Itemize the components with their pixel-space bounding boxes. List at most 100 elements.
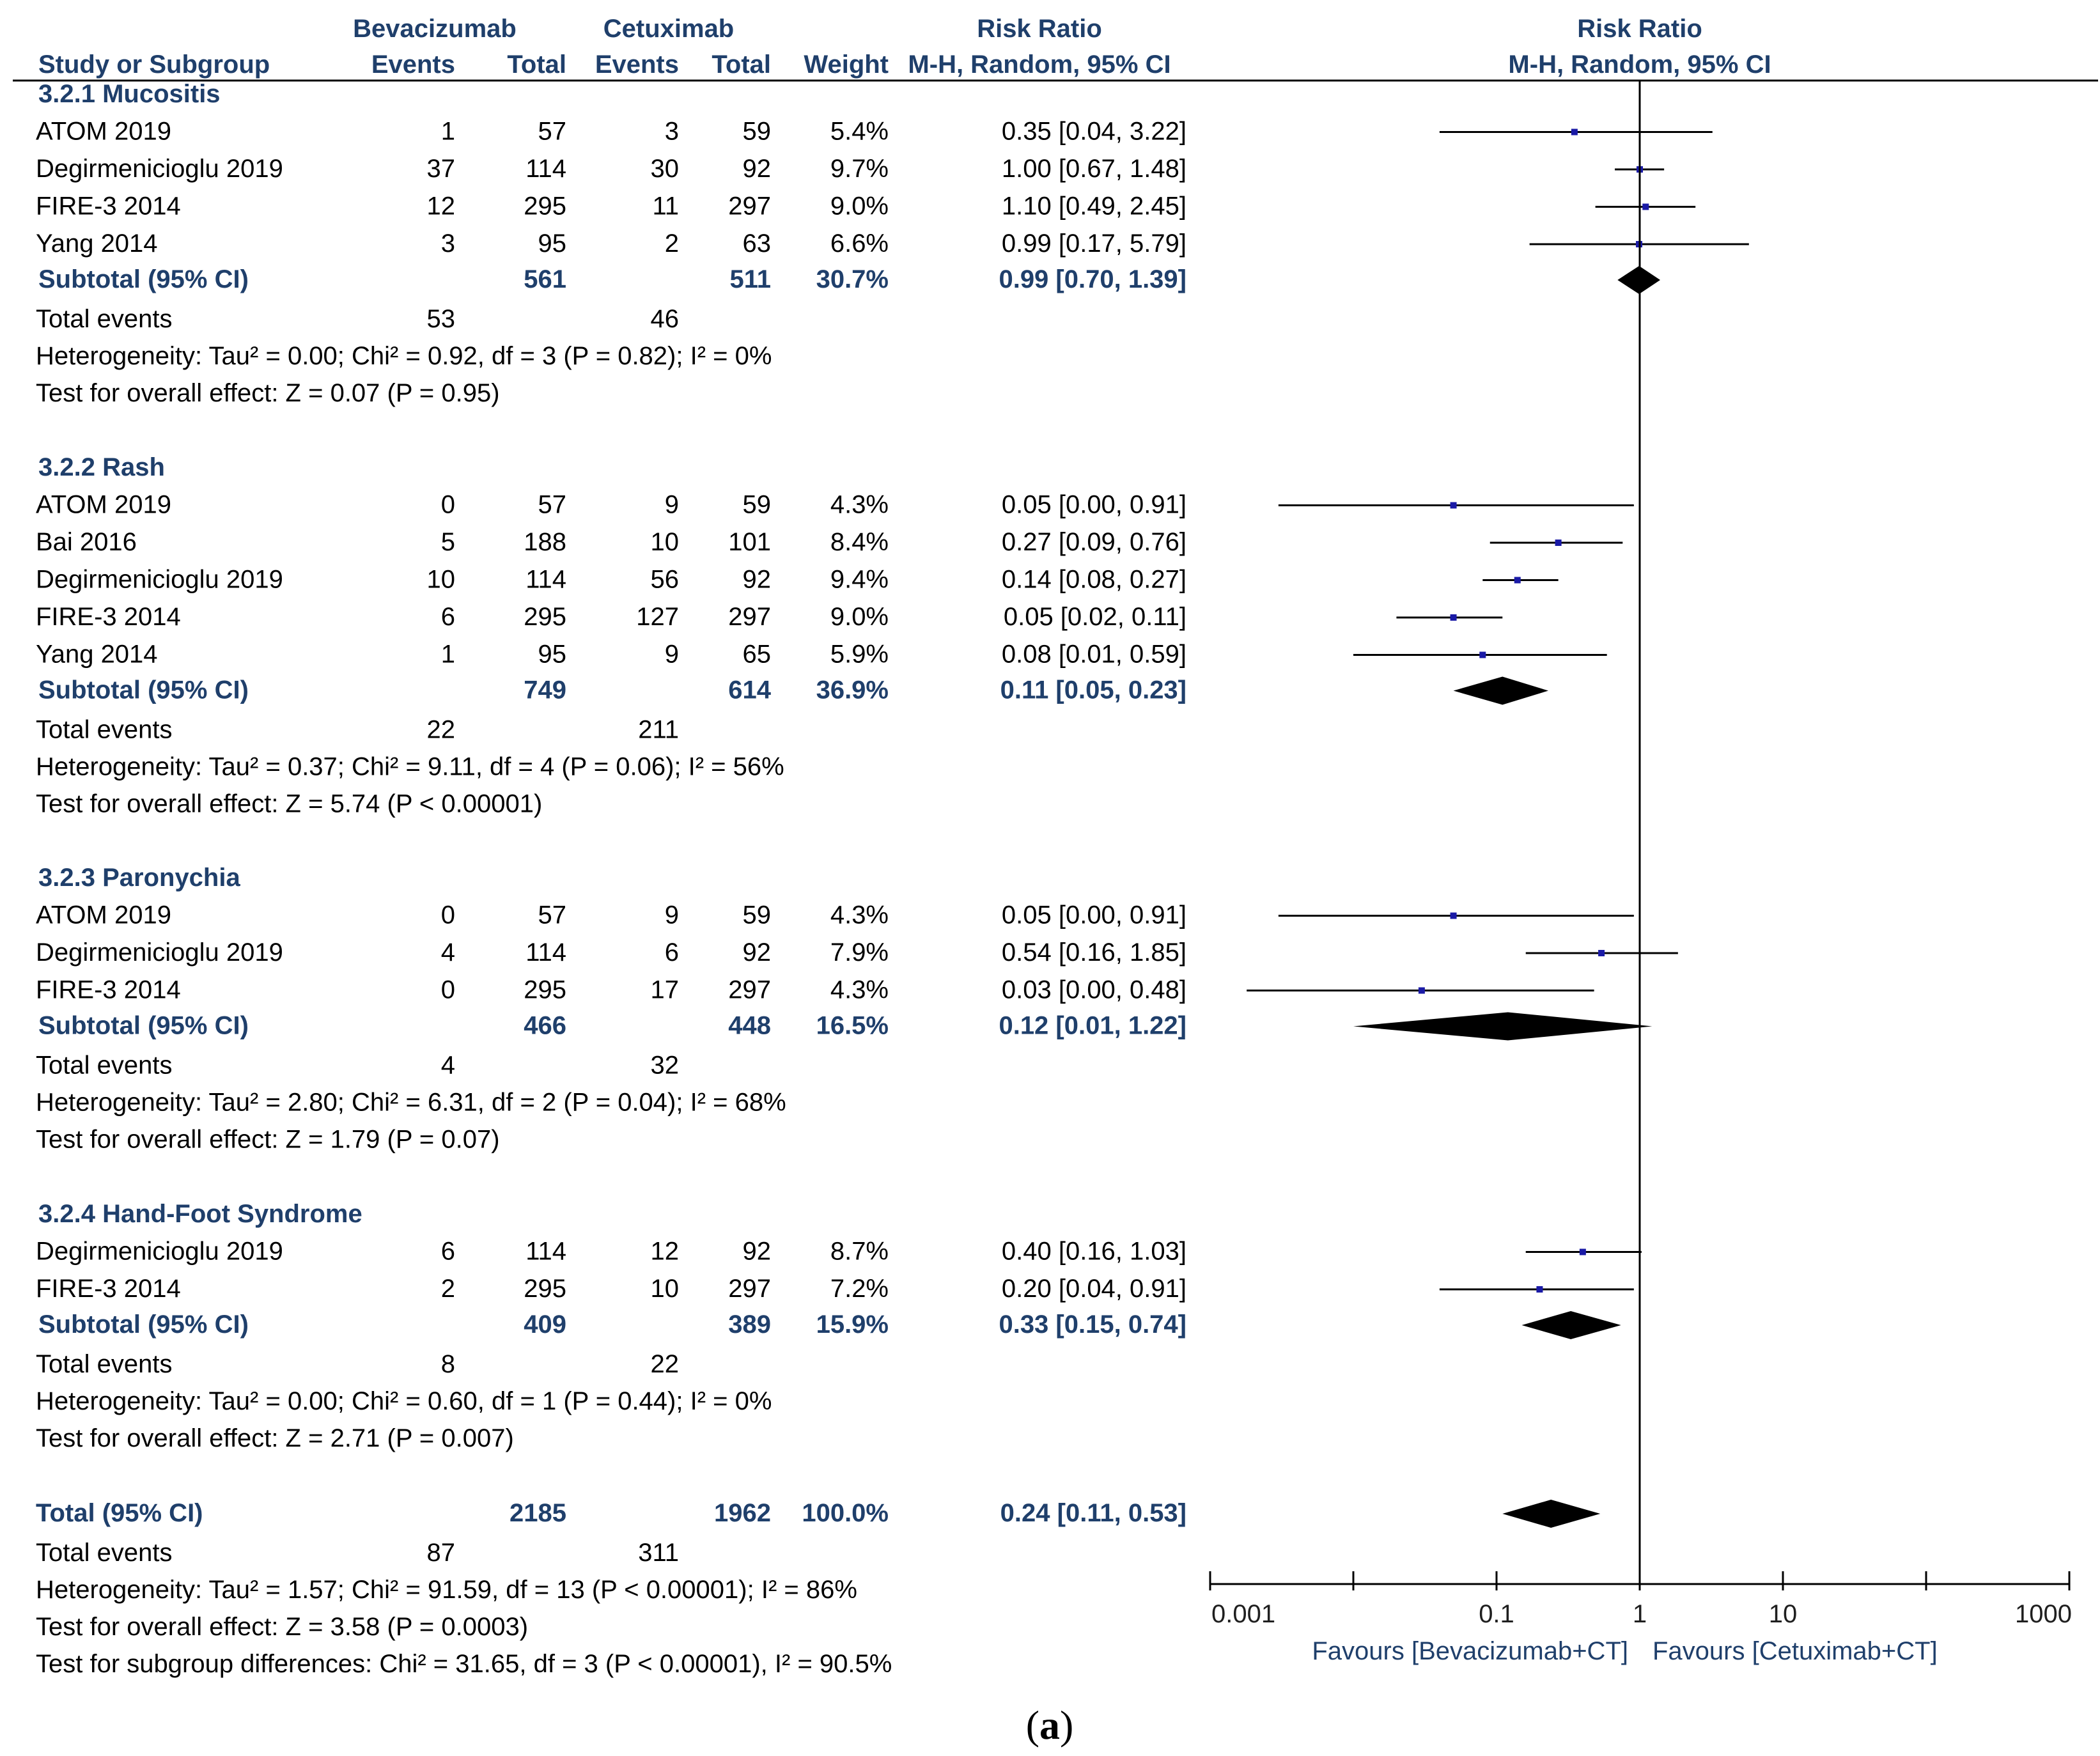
study-point — [1598, 950, 1605, 956]
total-total2: 1962 — [714, 1499, 771, 1527]
study-ci: 0.05 [0.00, 0.91] — [1002, 901, 1186, 929]
study-ci: 0.05 [0.02, 0.11] — [1004, 603, 1186, 631]
study-point — [1479, 651, 1486, 658]
study-events2: 10 — [651, 528, 680, 556]
study-events2: 10 — [651, 1275, 680, 1303]
study-weight: 4.3% — [830, 491, 889, 519]
figure-label-letter: a — [1039, 1702, 1060, 1748]
study-total1: 57 — [538, 118, 567, 146]
study-total1: 295 — [524, 603, 566, 631]
study-total2: 297 — [728, 603, 771, 631]
study-events2: 9 — [665, 901, 679, 929]
study-point — [1555, 540, 1562, 546]
study-events1: 0 — [441, 491, 455, 519]
study-events1: 1 — [441, 118, 455, 146]
subtotal-weight: 30.7% — [816, 265, 889, 293]
study-total2: 92 — [743, 566, 772, 594]
study-total2: 63 — [743, 229, 772, 258]
col-weight-header: Weight — [804, 51, 889, 79]
study-point — [1579, 1248, 1586, 1255]
study-ci: 0.99 [0.17, 5.79] — [1002, 229, 1186, 258]
study-weight: 5.9% — [830, 641, 889, 669]
study-total2: 59 — [743, 491, 772, 519]
plot-title: Risk Ratio — [1577, 15, 1702, 43]
study-total1: 295 — [524, 1275, 566, 1303]
study-ci: 1.00 [0.67, 1.48] — [1002, 155, 1186, 183]
total-events1: 8 — [441, 1350, 455, 1378]
study-ci: 1.10 [0.49, 2.45] — [1002, 192, 1186, 221]
total-events-label: Total events — [36, 1052, 172, 1080]
study-events1: 1 — [441, 641, 455, 669]
heterogeneity-text: Heterogeneity: Tau² = 2.80; Chi² = 6.31,… — [36, 1089, 786, 1117]
subtotal-weight: 36.9% — [816, 676, 889, 704]
study-total2: 297 — [728, 976, 771, 1004]
favours-left-label: Favours [Bevacizumab+CT] — [1312, 1637, 1628, 1665]
study-name: FIRE-3 2014 — [36, 603, 181, 631]
study-name: Yang 2014 — [36, 641, 158, 669]
subgroup-title: 3.2.1 Mucositis — [38, 80, 221, 108]
study-events2: 6 — [665, 938, 679, 967]
study-events1: 0 — [441, 901, 455, 929]
study-events1: 4 — [441, 938, 455, 967]
total-events-label: Total events — [36, 305, 172, 333]
study-events2: 56 — [651, 566, 680, 594]
study-total1: 295 — [524, 192, 566, 221]
study-events2: 3 — [665, 118, 679, 146]
study-events2: 2 — [665, 229, 679, 258]
study-total1: 295 — [524, 976, 566, 1004]
study-name: FIRE-3 2014 — [36, 1275, 181, 1303]
study-weight: 9.7% — [830, 155, 889, 183]
study-total2: 92 — [743, 155, 772, 183]
study-events2: 9 — [665, 491, 679, 519]
subtotal-total2: 511 — [729, 265, 771, 293]
study-total1: 57 — [538, 901, 567, 929]
study-point — [1536, 1286, 1543, 1293]
effect-title: Risk Ratio — [977, 15, 1102, 43]
heterogeneity-text: Heterogeneity: Tau² = 0.00; Chi² = 0.60,… — [36, 1387, 772, 1415]
study-point — [1450, 502, 1457, 509]
x-tick-label: 0.001 — [1211, 1600, 1275, 1628]
total-label: Total (95% CI) — [36, 1499, 203, 1527]
grand-events1: 87 — [427, 1539, 456, 1567]
study-weight: 4.3% — [830, 976, 889, 1004]
study-events1: 0 — [441, 976, 455, 1004]
study-point — [1450, 614, 1457, 621]
study-total2: 59 — [743, 118, 772, 146]
study-point — [1450, 912, 1457, 919]
subtotal-ci: 0.11 [0.05, 0.23] — [1000, 676, 1186, 704]
study-weight: 9.0% — [830, 192, 889, 221]
x-tick-label: 10 — [1769, 1600, 1798, 1628]
study-name: Degirmenicioglu 2019 — [36, 566, 283, 594]
grand-events-label: Total events — [36, 1539, 172, 1567]
study-total1: 95 — [538, 229, 567, 258]
study-name: FIRE-3 2014 — [36, 192, 181, 221]
heterogeneity-text: Heterogeneity: Tau² = 0.00; Chi² = 0.92,… — [36, 342, 772, 370]
col-total2-header: Total — [712, 51, 771, 79]
total-events-label: Total events — [36, 1350, 172, 1378]
study-events2: 12 — [651, 1238, 680, 1266]
study-events1: 2 — [441, 1275, 455, 1303]
x-tick-label: 1 — [1633, 1600, 1647, 1628]
subtotal-diamond — [1353, 1012, 1653, 1041]
subtotal-label: Subtotal (95% CI) — [38, 1012, 249, 1040]
study-name: ATOM 2019 — [36, 901, 171, 929]
study-ci: 0.27 [0.09, 0.76] — [1002, 528, 1186, 556]
study-total1: 114 — [525, 938, 566, 967]
study-ci: 0.08 [0.01, 0.59] — [1002, 641, 1186, 669]
grand-overall-effect-text: Test for overall effect: Z = 3.58 (P = 0… — [36, 1613, 528, 1641]
study-weight: 7.2% — [830, 1275, 889, 1303]
study-total1: 114 — [525, 1238, 566, 1266]
subtotal-total1: 749 — [524, 676, 566, 704]
overall-effect-text: Test for overall effect: Z = 5.74 (P < 0… — [36, 790, 542, 818]
subtotal-ci: 0.99 [0.70, 1.39] — [999, 265, 1186, 293]
x-tick-label: 1000 — [2015, 1600, 2072, 1628]
subtotal-weight: 15.9% — [816, 1310, 889, 1339]
study-total1: 57 — [538, 491, 567, 519]
study-events1: 37 — [427, 155, 456, 183]
study-ci: 0.20 [0.04, 0.91] — [1002, 1275, 1186, 1303]
study-events2: 9 — [665, 641, 679, 669]
study-weight: 5.4% — [830, 118, 889, 146]
study-ci: 0.05 [0.00, 0.91] — [1002, 491, 1186, 519]
study-ci: 0.14 [0.08, 0.27] — [1002, 566, 1186, 594]
